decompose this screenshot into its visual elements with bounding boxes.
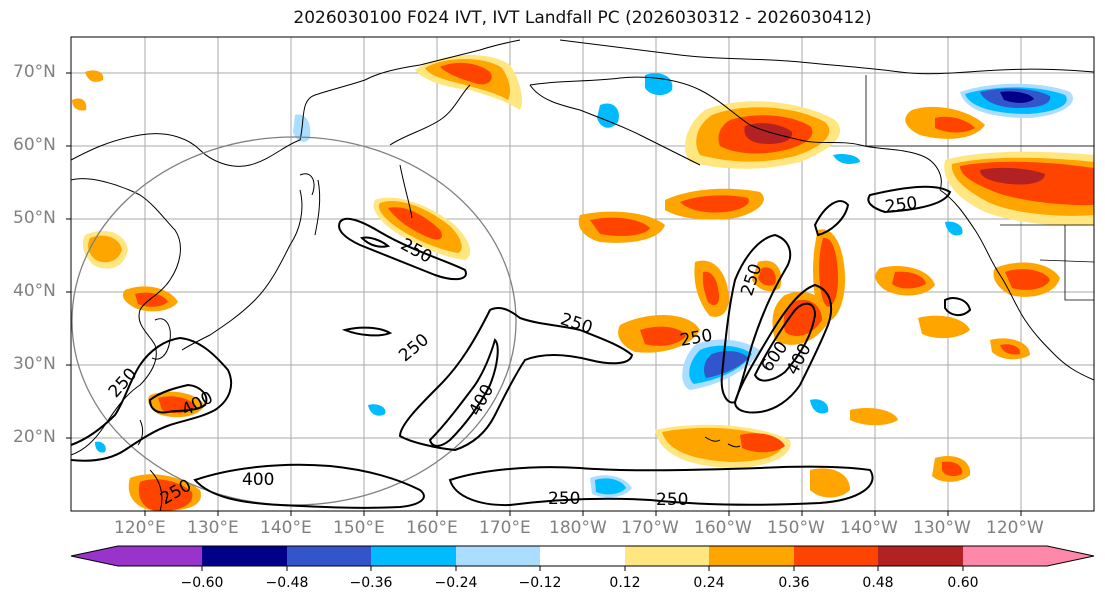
colorbar-tick-label: −0.48	[265, 575, 309, 591]
lon-label: 170°E	[479, 518, 531, 538]
contour-label: 400	[242, 470, 274, 490]
colorbar-bin	[287, 546, 371, 566]
lat-label: 70°N	[13, 62, 56, 82]
colorbar-bin	[794, 546, 878, 566]
lon-label: 130°W	[913, 518, 971, 538]
colorbar-tick-label: 0.48	[862, 575, 894, 591]
colorbar-extend-max	[1047, 546, 1094, 566]
colorbar-tick-label: −0.12	[518, 575, 562, 591]
lat-label: 30°N	[13, 354, 56, 374]
ivt-contours	[71, 185, 972, 509]
lon-label: 140°W	[840, 518, 898, 538]
colorbar-extend-min	[71, 546, 118, 566]
axis-ticks	[66, 72, 1022, 516]
lon-label: 120°E	[114, 518, 166, 538]
lon-label: 170°W	[621, 518, 679, 538]
colorbar-bin	[625, 546, 709, 566]
lon-label: 130°E	[187, 518, 239, 538]
colorbar-bin	[540, 546, 625, 566]
lon-label: 150°W	[767, 518, 825, 538]
colorbar-tick-label: 0.12	[609, 575, 641, 591]
lon-label: 140°E	[260, 518, 312, 538]
colorbar-tick-label: −0.60	[180, 575, 224, 591]
colorbar-tick-label: 0.60	[947, 575, 979, 591]
lon-label: 150°E	[333, 518, 385, 538]
lon-label: 160°E	[406, 518, 458, 538]
lon-label: 120°W	[986, 518, 1044, 538]
coastlines	[71, 39, 1094, 511]
borders	[865, 75, 1094, 301]
colorbar-bin	[709, 546, 794, 566]
colorbar-bin	[456, 546, 540, 566]
colorbar-tick-label: −0.24	[434, 575, 478, 591]
lat-label: 60°N	[13, 135, 56, 155]
colorbar-bin	[963, 546, 1047, 566]
colorbar-bin	[202, 546, 287, 566]
map-title: 2026030100 F024 IVT, IVT Landfall PC (20…	[293, 8, 872, 28]
lat-label: 50°N	[13, 208, 56, 228]
colorbar-bin	[371, 546, 456, 566]
colorbar-tick-label: 0.24	[693, 575, 725, 591]
contour-label: 250	[884, 193, 919, 217]
colorbar	[70, 545, 1095, 571]
contour-label: 250	[548, 489, 580, 509]
colorbar-tick-label: −0.36	[349, 575, 393, 591]
lat-label: 20°N	[13, 427, 56, 447]
pc-shading	[72, 54, 1094, 511]
lon-label: 160°W	[694, 518, 752, 538]
lon-label: 180°W	[549, 518, 607, 538]
lat-label: 40°N	[13, 281, 56, 301]
colorbar-bin	[878, 546, 963, 566]
colorbar-bin	[118, 546, 202, 566]
colorbar-tick-label: 0.36	[778, 575, 810, 591]
contour-label: 250	[656, 490, 688, 510]
